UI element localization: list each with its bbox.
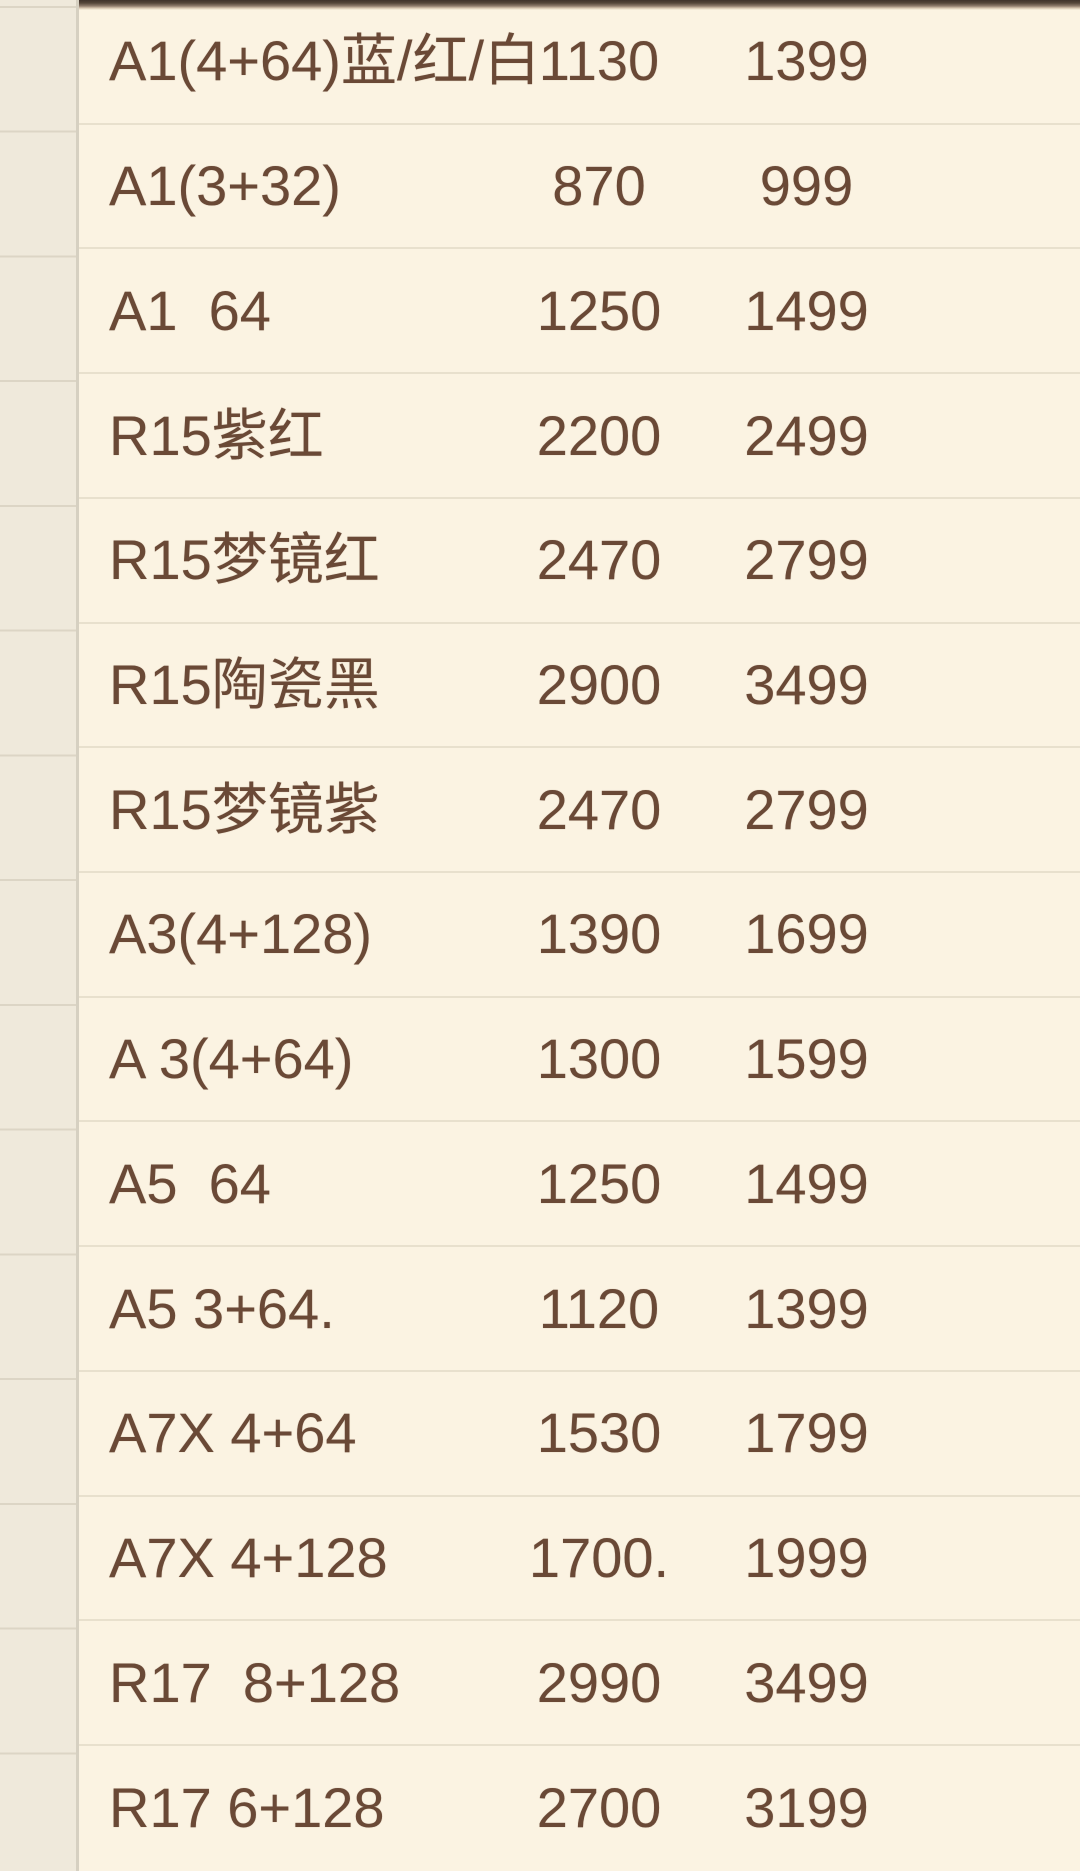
dealer-price-cell[interactable]: 1530	[536, 1401, 662, 1465]
model-cell[interactable]: R15梦镜紫	[109, 777, 380, 841]
model-cell[interactable]: A5 3+64.	[109, 1276, 335, 1340]
table-row[interactable]: A5 64 1250 1499	[79, 1122, 1080, 1248]
dealer-price-cell[interactable]: 1390	[536, 902, 662, 966]
retail-price-cell[interactable]: 1799	[744, 1401, 869, 1465]
retail-price-cell[interactable]: 1999	[744, 1525, 869, 1589]
retail-price-cell[interactable]: 3499	[744, 1650, 869, 1714]
table-row[interactable]: A3(4+128) 1390 1699	[79, 873, 1080, 998]
dealer-price-cell[interactable]: 1250	[536, 1151, 662, 1215]
retail-price-cell[interactable]: 1399	[744, 1276, 869, 1340]
model-cell[interactable]: R15紫红	[109, 403, 324, 467]
model-cell[interactable]: A1(4+64)蓝/红/白	[109, 29, 541, 93]
model-cell[interactable]: A 3(4+64)	[109, 1027, 354, 1091]
model-cell[interactable]: A5 64	[109, 1151, 271, 1215]
table-row[interactable]: R17 8+128 2990 3499	[79, 1621, 1080, 1747]
dealer-price-cell[interactable]: 1130	[538, 29, 660, 93]
table-row[interactable]: A1 64 1250 1499	[79, 249, 1080, 375]
table-row[interactable]: R15陶瓷黑 2900 3499	[79, 624, 1080, 749]
retail-price-cell[interactable]: 1499	[744, 278, 869, 342]
table-row[interactable]: R15紫红 2200 2499	[79, 374, 1080, 499]
retail-price-cell[interactable]: 2799	[744, 777, 869, 841]
dealer-price-cell[interactable]: 2470	[536, 777, 662, 841]
model-cell[interactable]: R15梦镜红	[109, 528, 380, 592]
dealer-price-cell[interactable]: 870	[552, 154, 646, 218]
table-row[interactable]: A 3(4+64) 1300 1599	[79, 998, 1080, 1123]
table-row[interactable]: R17 6+128 2700 3199	[79, 1746, 1080, 1871]
dealer-price-cell[interactable]: 2900	[536, 652, 662, 716]
table-row[interactable]: R15梦镜红 2470 2799	[79, 499, 1080, 624]
model-cell[interactable]: R17 8+128	[109, 1650, 401, 1714]
dealer-price-cell[interactable]: 2990	[536, 1650, 662, 1714]
table-row[interactable]: A5 3+64. 1120 1399	[79, 1247, 1080, 1372]
dealer-price-cell[interactable]: 1250	[536, 278, 662, 342]
model-cell[interactable]: A1 64	[109, 278, 271, 342]
model-cell[interactable]: A1(3+32)	[109, 154, 341, 218]
dealer-price-cell[interactable]: 1300	[536, 1027, 662, 1091]
model-cell[interactable]: R15陶瓷黑	[109, 652, 380, 716]
retail-price-cell[interactable]: 1499	[744, 1151, 869, 1215]
dealer-price-cell[interactable]: 1120	[538, 1276, 660, 1340]
table-row[interactable]: R15梦镜紫 2470 2799	[79, 748, 1080, 874]
dealer-price-cell[interactable]: 2700	[536, 1776, 662, 1840]
model-cell[interactable]: R17 6+128	[109, 1776, 385, 1840]
retail-price-cell[interactable]: 2799	[744, 528, 869, 592]
retail-price-cell[interactable]: 3499	[744, 652, 869, 716]
price-table: A1(4+64)蓝/红/白 1130 1399 A1(3+32) 870 999…	[79, 0, 1080, 1871]
frozen-row-header-rail[interactable]	[0, 0, 79, 1871]
retail-price-cell[interactable]: 3199	[744, 1776, 869, 1840]
dealer-price-cell[interactable]: 1700.	[528, 1525, 670, 1589]
model-cell[interactable]: A7X 4+128	[109, 1525, 388, 1589]
dealer-price-cell[interactable]: 2470	[536, 528, 662, 592]
retail-price-cell[interactable]: 1599	[744, 1027, 869, 1091]
table-row[interactable]: A1(4+64)蓝/红/白 1130 1399	[79, 0, 1080, 125]
retail-price-cell[interactable]: 2499	[744, 403, 869, 467]
retail-price-cell[interactable]: 999	[759, 154, 854, 218]
retail-price-cell[interactable]: 1699	[744, 902, 869, 966]
model-cell[interactable]: A7X 4+64	[109, 1401, 357, 1465]
table-row[interactable]: A1(3+32) 870 999	[79, 125, 1080, 250]
retail-price-cell[interactable]: 1399	[744, 29, 869, 93]
model-cell[interactable]: A3(4+128)	[109, 902, 373, 966]
table-row[interactable]: A7X 4+128 1700. 1999	[79, 1497, 1080, 1622]
dealer-price-cell[interactable]: 2200	[536, 403, 662, 467]
table-row[interactable]: A7X 4+64 1530 1799	[79, 1372, 1080, 1497]
